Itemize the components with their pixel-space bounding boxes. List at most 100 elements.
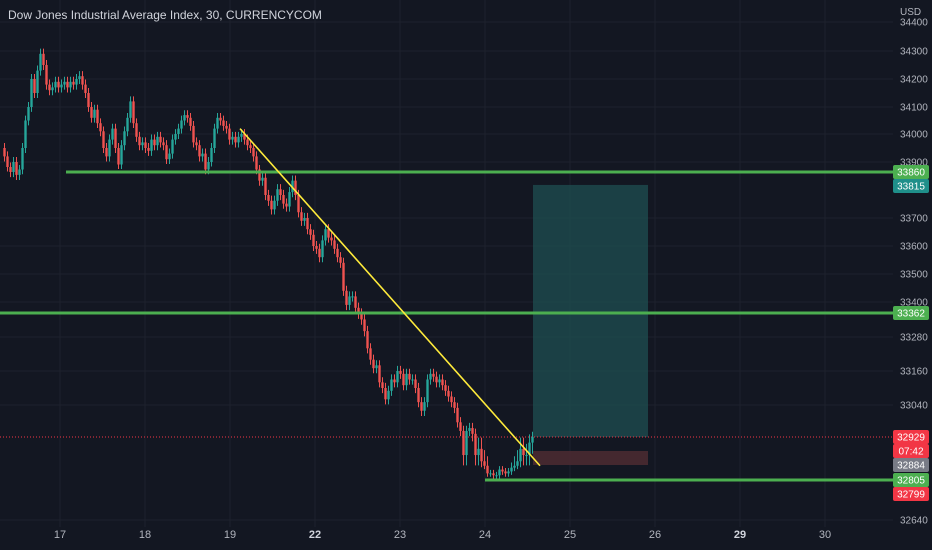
price-badge-label: 33860: [897, 168, 925, 179]
candle-body: [159, 136, 162, 143]
price-tick-label: 33700: [900, 214, 928, 225]
candle-body: [255, 156, 258, 170]
time-tick-label: 24: [479, 529, 491, 541]
candle-body: [78, 76, 81, 79]
candle-body: [120, 145, 123, 165]
candle-body: [105, 148, 108, 157]
time-axis[interactable]: 17 18 19 22 23 24 25 26 29 30: [54, 529, 831, 541]
candle-body: [516, 461, 519, 466]
time-tick-label: 29: [734, 529, 746, 541]
candle-body: [183, 115, 186, 121]
candle-body: [21, 148, 24, 170]
currency-label: USD: [900, 7, 921, 18]
price-tick-label: 33400: [900, 298, 928, 309]
candle-body: [219, 117, 222, 121]
chart-title: Dow Jones Industrial Average Index, 30, …: [8, 8, 322, 22]
candle-body: [177, 128, 180, 134]
candle-body: [522, 448, 525, 456]
candle-body: [501, 469, 504, 472]
candle-body: [438, 379, 441, 383]
price-tick-label: 33040: [900, 401, 928, 412]
candle-body: [153, 139, 156, 146]
candle-body: [306, 218, 309, 230]
candle-body: [117, 148, 120, 165]
candle-body: [420, 402, 423, 411]
candle-body: [441, 379, 444, 386]
candle-body: [459, 422, 462, 431]
candle-body: [36, 70, 39, 93]
candle-body: [240, 134, 243, 137]
candle-body: [414, 379, 417, 388]
candle-body: [309, 229, 312, 235]
candle-body: [531, 437, 534, 443]
candle-body: [333, 240, 336, 249]
candle-body: [366, 331, 369, 349]
candle-body: [321, 240, 324, 258]
candle-body: [267, 195, 270, 201]
candle-body: [216, 117, 219, 129]
candle-body: [207, 162, 210, 170]
candle-body: [225, 125, 228, 129]
candle-body: [426, 379, 429, 403]
candle-body: [447, 390, 450, 397]
candle-body: [483, 461, 486, 466]
candle-body: [417, 388, 420, 403]
candle-body: [180, 120, 183, 129]
price-badge: [893, 306, 929, 320]
candle-body: [54, 81, 57, 88]
trendline[interactable]: [239, 128, 541, 467]
candle-body: [198, 145, 201, 157]
time-tick-label: 18: [139, 529, 151, 541]
price-badge-label: 33362: [897, 309, 925, 320]
candle-body: [354, 296, 357, 308]
candle-body: [285, 203, 288, 207]
candle-body: [471, 428, 474, 434]
candle-body: [174, 134, 177, 140]
trendline-group[interactable]: [239, 128, 541, 467]
price-badge-label: 32929: [897, 433, 925, 444]
candle-body: [282, 195, 285, 204]
candle-body: [150, 139, 153, 151]
candle-body: [525, 455, 528, 457]
candle-body: [90, 107, 93, 118]
candle-body: [345, 290, 348, 305]
candle-body: [102, 131, 105, 148]
candle-body: [75, 79, 78, 85]
candle-body: [243, 134, 246, 140]
candle-body: [387, 390, 390, 400]
horizontal-levels[interactable]: [0, 170, 893, 482]
candle-body: [336, 248, 339, 258]
candle-body: [66, 81, 69, 88]
price-badge: [893, 458, 929, 472]
candle-body: [294, 180, 297, 195]
candle-body: [405, 373, 408, 386]
candle-body: [396, 371, 399, 383]
candle-body: [156, 136, 159, 146]
candle-body: [258, 169, 261, 181]
candle-body: [507, 471, 510, 474]
price-tick-label: 34400: [900, 18, 928, 29]
position-zones: [0, 184, 893, 465]
candle-body: [141, 142, 144, 146]
candle-body: [393, 379, 396, 383]
candle-body: [69, 81, 72, 88]
candle-body: [57, 81, 60, 88]
candle-body: [429, 373, 432, 380]
price-tick-label: 34100: [900, 103, 928, 114]
candle-body: [375, 365, 378, 369]
candle-body: [60, 84, 63, 88]
candle-body: [81, 76, 84, 85]
candle-body: [363, 319, 366, 332]
candle-body: [468, 428, 471, 431]
candle-body: [315, 246, 318, 249]
time-tick-label: 23: [394, 529, 406, 541]
price-badge-label: 07:42: [898, 447, 923, 458]
candle-body: [528, 442, 531, 456]
candle-body: [513, 465, 516, 468]
candle-body: [84, 84, 87, 93]
candle-body: [27, 107, 30, 121]
candle-body: [15, 162, 18, 175]
candle-body: [465, 430, 468, 456]
